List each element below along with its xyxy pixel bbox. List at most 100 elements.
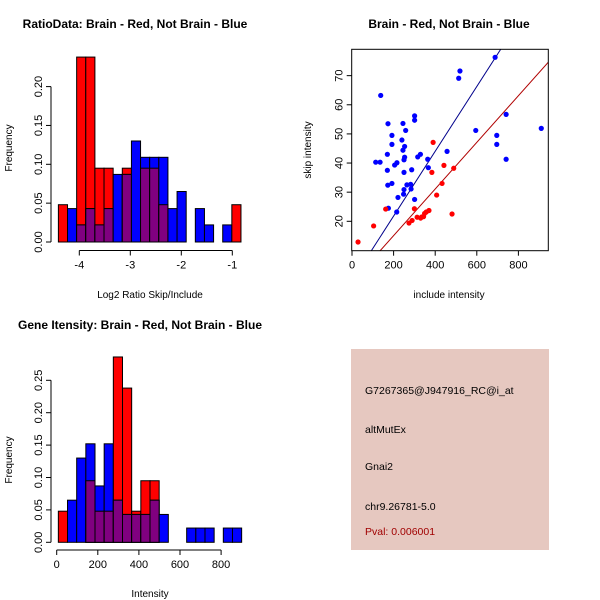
- point-not-brain: [492, 54, 498, 60]
- point-not-brain: [408, 181, 414, 187]
- point-not-brain: [444, 148, 450, 154]
- bar-overlap: [94, 224, 105, 243]
- point-brain: [430, 139, 436, 145]
- point-not-brain: [385, 121, 391, 127]
- bar-overlap: [140, 513, 151, 543]
- point-not-brain: [409, 167, 415, 173]
- bar-overlap: [140, 167, 151, 243]
- point-brain: [434, 192, 440, 198]
- y-tick-label: 0.25: [33, 370, 45, 391]
- y-tick-label: 0.15: [33, 434, 45, 455]
- y-tick-label: 0.15: [33, 115, 45, 136]
- x-axis-label: Log2 Ratio Skip/Include: [97, 290, 203, 301]
- bar-not-brain: [176, 190, 187, 243]
- bar-overlap: [121, 173, 132, 243]
- bar-not-brain: [167, 208, 178, 243]
- point-not-brain: [385, 182, 391, 188]
- x-tick-label: -2: [176, 260, 186, 272]
- point-brain: [419, 214, 425, 220]
- x-tick-label: 200: [89, 559, 107, 571]
- y-tick-label: 0.05: [33, 192, 45, 213]
- point-not-brain: [389, 180, 395, 187]
- bar-not-brain: [67, 208, 78, 243]
- bar-overlap: [131, 513, 142, 543]
- bar-not-brain: [158, 513, 169, 543]
- probe-id: G7267365@J947916_RC@i_at: [365, 385, 514, 397]
- point-not-brain: [412, 196, 418, 203]
- point-not-brain: [457, 68, 463, 74]
- bar-not-brain: [203, 224, 215, 243]
- bar-overlap: [149, 167, 160, 243]
- y-axis-label: Frequency: [4, 124, 15, 171]
- point-brain: [439, 180, 445, 187]
- bar-not-brain: [204, 527, 215, 543]
- y-tick-label: 50: [334, 128, 346, 140]
- point-brain: [383, 206, 389, 212]
- point-not-brain: [377, 159, 383, 165]
- y-tick-label: 0.10: [33, 154, 45, 175]
- x-tick-label: 800: [509, 260, 527, 272]
- chart-title: Gene Itensity: Brain - Red, Not Brain - …: [18, 318, 262, 332]
- point-brain: [429, 169, 435, 175]
- chart-title: RatioData: Brain - Red, Not Brain - Blue: [23, 17, 248, 31]
- bar-overlap: [158, 204, 169, 243]
- point-not-brain: [389, 141, 395, 147]
- bar-brain: [231, 204, 242, 243]
- point-not-brain: [401, 186, 407, 193]
- point-brain: [449, 211, 455, 217]
- regression-line-brain: [379, 61, 549, 251]
- x-tick-label: -1: [227, 260, 237, 272]
- bar-overlap: [76, 224, 87, 243]
- bar-not-brain: [130, 140, 142, 243]
- point-not-brain: [412, 113, 418, 119]
- point-not-brain: [425, 165, 431, 171]
- bar-overlap: [149, 499, 160, 543]
- point-not-brain: [473, 127, 479, 134]
- bar-overlap: [94, 510, 105, 543]
- x-tick-label: 0: [54, 559, 60, 571]
- bar-overlap: [103, 208, 114, 243]
- bar-overlap: [85, 480, 96, 543]
- bar-overlap: [85, 208, 96, 243]
- bar-overlap: [112, 499, 124, 543]
- y-tick-label: 0.00: [33, 532, 45, 553]
- x-tick-label: 600: [171, 559, 189, 571]
- point-not-brain: [401, 157, 407, 163]
- bar-brain: [57, 204, 69, 243]
- point-not-brain: [503, 156, 509, 162]
- point-not-brain: [417, 151, 424, 157]
- point-not-brain: [425, 156, 431, 162]
- p-value: Pval: 0.006001: [365, 526, 436, 538]
- x-tick-label: 400: [130, 559, 148, 571]
- y-tick-label: 40: [334, 157, 346, 169]
- probe-info-panel: G7267365@J947916_RC@i_at altMutEx Gnai2 …: [351, 349, 549, 550]
- y-axis-label: Frequency: [4, 436, 15, 483]
- plot-box: [351, 48, 549, 252]
- x-tick-label: 600: [468, 260, 486, 272]
- point-brain: [371, 223, 377, 229]
- bar-not-brain: [222, 527, 233, 543]
- y-tick-label: 0.10: [33, 467, 45, 488]
- point-not-brain: [401, 169, 407, 175]
- y-tick-label: 70: [334, 70, 346, 82]
- point-not-brain: [400, 120, 406, 127]
- point-brain: [409, 217, 415, 224]
- bar-not-brain: [194, 208, 205, 243]
- intensity-scatter: Brain - Red, Not Brain - Blue include in…: [303, 17, 549, 301]
- point-not-brain: [384, 151, 390, 157]
- x-tick-label: -3: [125, 260, 135, 272]
- event-type: altMutEx: [365, 424, 406, 436]
- x-axis-label: Intensity: [131, 589, 168, 600]
- y-tick-label: 60: [334, 99, 346, 111]
- point-not-brain: [503, 111, 509, 117]
- bar-not-brain: [112, 173, 123, 243]
- point-not-brain: [412, 117, 418, 123]
- chart-title: Brain - Red, Not Brain - Blue: [368, 17, 530, 31]
- y-axis-label: skip intensity: [303, 121, 314, 178]
- point-not-brain: [373, 159, 379, 165]
- gene-name: Gnai2: [365, 461, 394, 473]
- point-not-brain: [400, 191, 407, 197]
- point-not-brain: [394, 209, 400, 215]
- point-brain: [411, 206, 417, 212]
